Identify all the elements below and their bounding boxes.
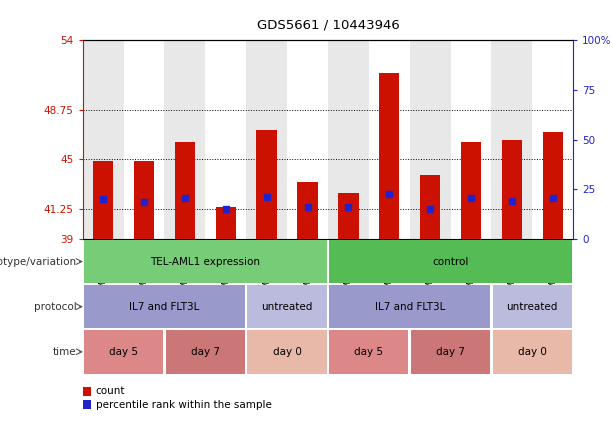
Bar — [328, 40, 369, 239]
Text: day 7: day 7 — [191, 347, 220, 357]
Bar — [93, 161, 113, 239]
Point — [548, 195, 558, 201]
Point — [139, 198, 149, 205]
Point — [221, 205, 230, 212]
Bar — [256, 130, 277, 239]
Text: IL7 and FLT3L: IL7 and FLT3L — [129, 302, 200, 312]
Bar — [379, 73, 400, 239]
Point — [425, 205, 435, 212]
Point — [343, 204, 353, 211]
Bar — [134, 162, 154, 239]
Bar — [501, 140, 522, 239]
Text: untreated: untreated — [506, 302, 558, 312]
Text: genotype/variation: genotype/variation — [0, 257, 77, 266]
Bar — [164, 40, 205, 239]
Bar — [205, 40, 246, 239]
Text: percentile rank within the sample: percentile rank within the sample — [96, 400, 272, 410]
Point — [507, 197, 517, 204]
Bar — [409, 40, 451, 239]
Bar — [532, 40, 573, 239]
Text: day 5: day 5 — [354, 347, 383, 357]
Point — [384, 190, 394, 197]
Bar — [492, 40, 532, 239]
Text: GDS5661 / 10443946: GDS5661 / 10443946 — [257, 19, 399, 32]
Bar — [369, 40, 409, 239]
Text: day 7: day 7 — [436, 347, 465, 357]
Text: TEL-AML1 expression: TEL-AML1 expression — [150, 257, 261, 266]
Point — [303, 204, 313, 211]
Bar — [287, 40, 328, 239]
Bar — [543, 132, 563, 239]
Point — [262, 193, 272, 200]
Bar — [83, 40, 124, 239]
Text: protocol: protocol — [34, 302, 77, 312]
Point — [466, 195, 476, 201]
Text: day 5: day 5 — [109, 347, 138, 357]
Bar — [451, 40, 492, 239]
Bar — [246, 40, 287, 239]
Bar — [420, 176, 440, 239]
Point — [180, 195, 190, 201]
Text: day 0: day 0 — [518, 347, 547, 357]
Bar — [338, 192, 359, 239]
Point — [98, 196, 108, 203]
Text: IL7 and FLT3L: IL7 and FLT3L — [375, 302, 445, 312]
Text: time: time — [53, 347, 77, 357]
Text: control: control — [432, 257, 469, 266]
Bar — [124, 40, 164, 239]
Text: day 0: day 0 — [273, 347, 302, 357]
Text: untreated: untreated — [261, 302, 313, 312]
Text: count: count — [96, 386, 125, 396]
Bar — [216, 207, 236, 239]
Bar — [175, 142, 195, 239]
Bar — [297, 182, 318, 239]
Bar — [461, 142, 481, 239]
